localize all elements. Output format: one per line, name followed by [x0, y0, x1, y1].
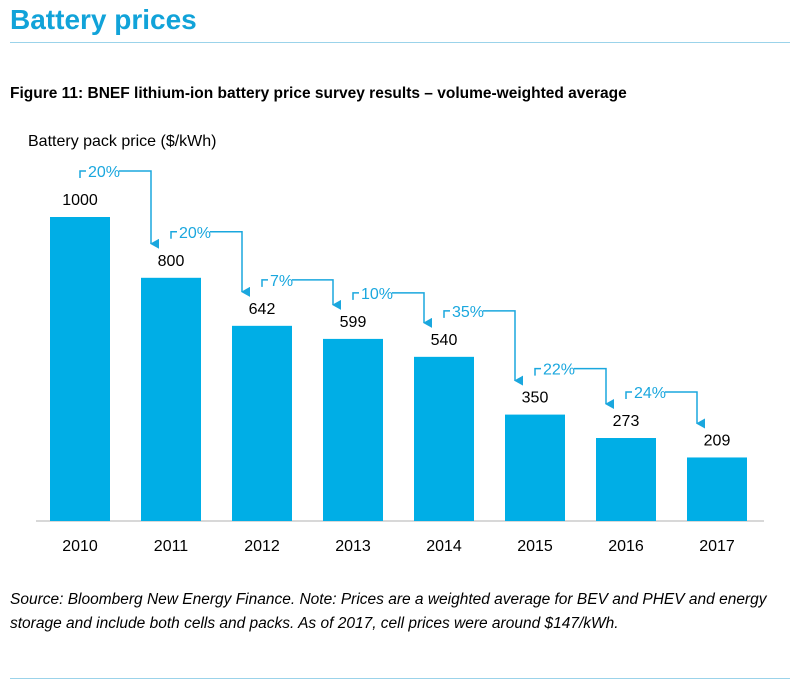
decline-arrow-0	[119, 170, 159, 249]
category-label-2011: 2011	[154, 538, 189, 555]
decline-arrow-5	[574, 367, 614, 410]
battery-price-bar-chart: Battery pack price ($/kWh) 1000 2010 800 20…	[28, 133, 764, 555]
page-title: Battery prices	[10, 4, 197, 35]
category-label-2013: 2013	[335, 538, 371, 555]
bracket-left-4	[443, 310, 450, 318]
decline-label-0: 20%	[88, 164, 120, 181]
bar-2013	[323, 338, 383, 521]
decline-label-4: 35%	[452, 304, 484, 321]
category-label-2015: 2015	[517, 538, 553, 555]
figure-title: Figure 11: BNEF lithium-ion battery pric…	[10, 85, 627, 102]
category-label-2010: 2010	[62, 538, 98, 555]
decline-arrow-1	[210, 231, 250, 297]
value-label-2017: 209	[704, 432, 731, 449]
y-axis-label: Battery pack price ($/kWh)	[28, 133, 217, 150]
decline-arrow-4	[483, 310, 523, 386]
category-label-2016: 2016	[608, 538, 644, 555]
bracket-left-0	[79, 170, 86, 178]
bar-2010	[50, 217, 110, 521]
value-label-2016: 273	[613, 413, 640, 430]
decline-arrow-2	[292, 279, 341, 310]
bracket-left-2	[261, 279, 268, 287]
bracket-left-5	[534, 367, 541, 376]
decline-label-6: 24%	[634, 385, 666, 402]
decline-label-1: 20%	[179, 225, 211, 242]
bottom-divider	[10, 678, 790, 679]
value-label-2013: 599	[340, 314, 367, 331]
category-label-2012: 2012	[244, 538, 280, 555]
bar-2016	[596, 438, 656, 521]
bar-2017	[687, 457, 747, 521]
bar-2012	[232, 325, 292, 521]
value-label-2011: 800	[158, 253, 185, 270]
bracket-left-1	[170, 231, 177, 239]
value-label-2015: 350	[522, 390, 549, 407]
value-label-2010: 1000	[62, 192, 98, 209]
value-label-2014: 540	[431, 332, 458, 349]
category-label-2017: 2017	[699, 538, 735, 555]
bracket-left-6	[625, 391, 632, 400]
bar-2015	[505, 414, 565, 521]
title-divider	[10, 42, 790, 43]
decline-arrow-6	[665, 391, 705, 429]
bar-2011	[141, 277, 201, 521]
bracket-left-3	[352, 292, 359, 300]
decline-label-5: 22%	[543, 362, 575, 379]
decline-label-2: 7%	[270, 273, 293, 290]
decline-label-3: 10%	[361, 286, 393, 303]
category-label-2014: 2014	[426, 538, 462, 555]
decline-arrow-3	[392, 292, 432, 328]
value-label-2012: 642	[249, 301, 276, 318]
source-note: Source: Bloomberg New Energy Finance. No…	[10, 591, 767, 632]
bar-2014	[414, 356, 474, 521]
